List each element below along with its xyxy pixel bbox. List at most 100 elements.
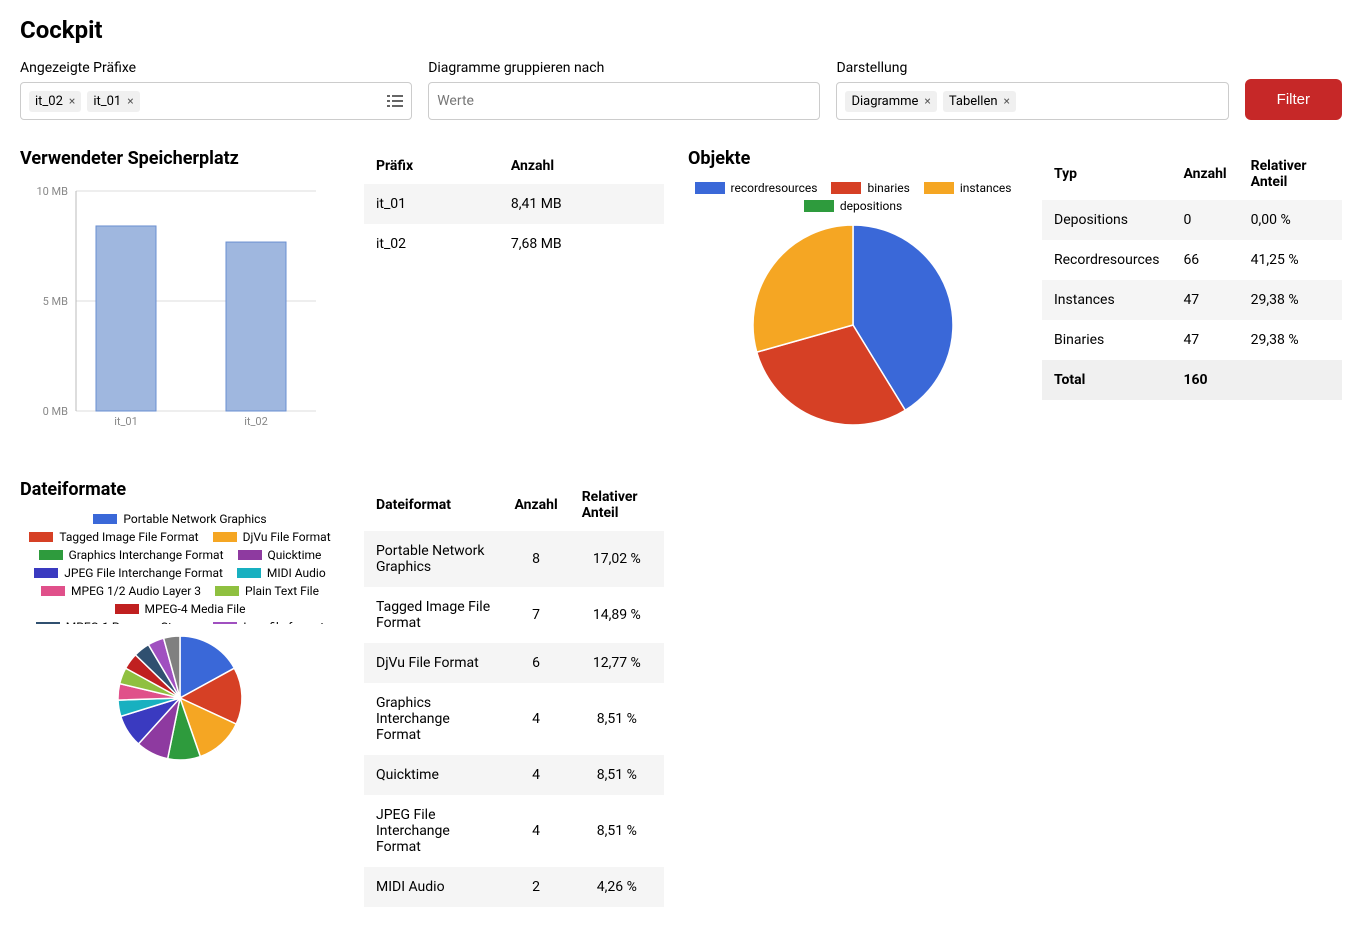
table-cell: 14,89 % [570,587,664,643]
table-cell: 8,41 MB [499,184,664,224]
group-input[interactable]: Werte [428,82,820,120]
table-row: Instances4729,38 % [1042,280,1342,320]
table-cell: 0,00 % [1239,200,1342,240]
table-cell: Instances [1042,280,1171,320]
legend-item: Quicktime [238,548,322,562]
table-row: Recordresources6641,25 % [1042,240,1342,280]
table-cell: 6 [503,643,570,683]
legend-item: Tagged Image File Format [29,530,198,544]
table-cell: 47 [1171,320,1238,360]
filter-button[interactable]: Filter [1245,79,1342,120]
table-row: DjVu File Format612,77 % [364,643,664,683]
svg-text:10 MB: 10 MB [36,185,68,198]
table-cell: it_02 [364,224,499,264]
table-row: Graphics Interchange Format48,51 % [364,683,664,755]
formats-legend: Portable Network Graphics Tagged Image Fi… [20,512,340,624]
legend-item: MIDI Audio [237,566,326,580]
svg-text:5 MB: 5 MB [43,295,69,308]
column-header: Anzahl [1171,148,1238,200]
legend-item: recordresources [695,181,818,195]
group-label: Diagramme gruppieren nach [428,60,820,76]
table-cell: it_01 [364,184,499,224]
table-row: it_027,68 MB [364,224,664,264]
table-cell: 29,38 % [1239,320,1342,360]
legend-item: MPEG 1/2 Audio Layer 3 [41,584,201,598]
chip-remove-icon[interactable]: × [924,94,930,108]
table-total-row: Total160 [1042,360,1342,400]
table-cell [1239,360,1342,400]
objects-pie-chart [749,221,957,429]
column-header: Dateiformat [364,479,503,531]
table-cell: Graphics Interchange Format [364,683,503,755]
prefixes-input[interactable]: it_02 × it_01 × [20,82,412,120]
legend-item: MPEG-4 Media File [115,602,246,616]
table-cell: Quicktime [364,755,503,795]
legend-item: MPEG-1 Program Stream [36,620,199,624]
display-input[interactable]: Diagramme × Tabellen × [836,82,1228,120]
table-cell: DjVu File Format [364,643,503,683]
table-cell: Depositions [1042,200,1171,240]
chip[interactable]: Tabellen × [943,91,1016,112]
table-row: Binaries4729,38 % [1042,320,1342,360]
objects-legend: recordresourcesbinariesinstancesdepositi… [688,181,1018,213]
objects-table: TypAnzahlRelativer Anteil Depositions00,… [1042,148,1342,400]
column-header: Typ [1042,148,1171,200]
filter-bar: Angezeigte Präfixe it_02 × it_01 × Diagra… [20,60,1342,120]
table-cell: 41,25 % [1239,240,1342,280]
table-row: it_018,41 MB [364,184,664,224]
table-row: Portable Network Graphics817,02 % [364,531,664,587]
table-cell: Binaries [1042,320,1171,360]
display-label: Darstellung [836,60,1228,76]
objects-title: Objekte [688,148,1018,169]
prefixes-label: Angezeigte Präfixe [20,60,412,76]
legend-item: Icon file format [213,620,324,624]
group-placeholder: Werte [437,93,474,109]
table-cell: 2 [503,867,570,907]
list-icon[interactable] [387,94,403,108]
table-cell: JPEG File Interchange Format [364,795,503,867]
chip-remove-icon[interactable]: × [69,94,75,108]
table-cell: 4 [503,755,570,795]
column-header: Relativer Anteil [570,479,664,531]
table-cell: 8,51 % [570,795,664,867]
table-cell: 8,51 % [570,683,664,755]
table-row: Tagged Image File Format714,89 % [364,587,664,643]
page-title: Cockpit [20,16,1342,44]
table-row: JPEG File Interchange Format48,51 % [364,795,664,867]
table-cell: Tagged Image File Format [364,587,503,643]
legend-item: Plain Text File [215,584,319,598]
table-cell: 4 [503,683,570,755]
table-cell: 66 [1171,240,1238,280]
table-cell: 17,02 % [570,531,664,587]
legend-item: depositions [804,199,902,213]
column-header: Anzahl [499,148,664,184]
table-cell: 0 [1171,200,1238,240]
table-row: Quicktime48,51 % [364,755,664,795]
table-row: MIDI Audio24,26 % [364,867,664,907]
formats-title: Dateiformate [20,479,340,500]
column-header: Relativer Anteil [1239,148,1342,200]
chip-remove-icon[interactable]: × [127,94,133,108]
legend-item: Portable Network Graphics [93,512,266,526]
storage-bar-chart: 0 MB5 MB10 MBit_01it_02 [20,181,320,451]
chip[interactable]: it_01 × [87,91,139,112]
storage-table: PräfixAnzahl it_018,41 MBit_027,68 MB [364,148,664,264]
table-cell: 29,38 % [1239,280,1342,320]
column-header: Anzahl [503,479,570,531]
chip[interactable]: it_02 × [29,91,81,112]
legend-item: DjVu File Format [213,530,331,544]
table-cell: 7,68 MB [499,224,664,264]
table-cell: Total [1042,360,1171,400]
table-cell: 8,51 % [570,755,664,795]
table-cell: 160 [1171,360,1238,400]
legend-item: JPEG File Interchange Format [34,566,223,580]
table-cell: 4 [503,795,570,867]
column-header: Präfix [364,148,499,184]
table-row: Depositions00,00 % [1042,200,1342,240]
formats-pie-chart [114,632,246,764]
table-cell: Portable Network Graphics [364,531,503,587]
chip[interactable]: Diagramme × [845,91,936,112]
legend-item: instances [924,181,1012,195]
table-cell: 7 [503,587,570,643]
chip-remove-icon[interactable]: × [1004,94,1010,108]
